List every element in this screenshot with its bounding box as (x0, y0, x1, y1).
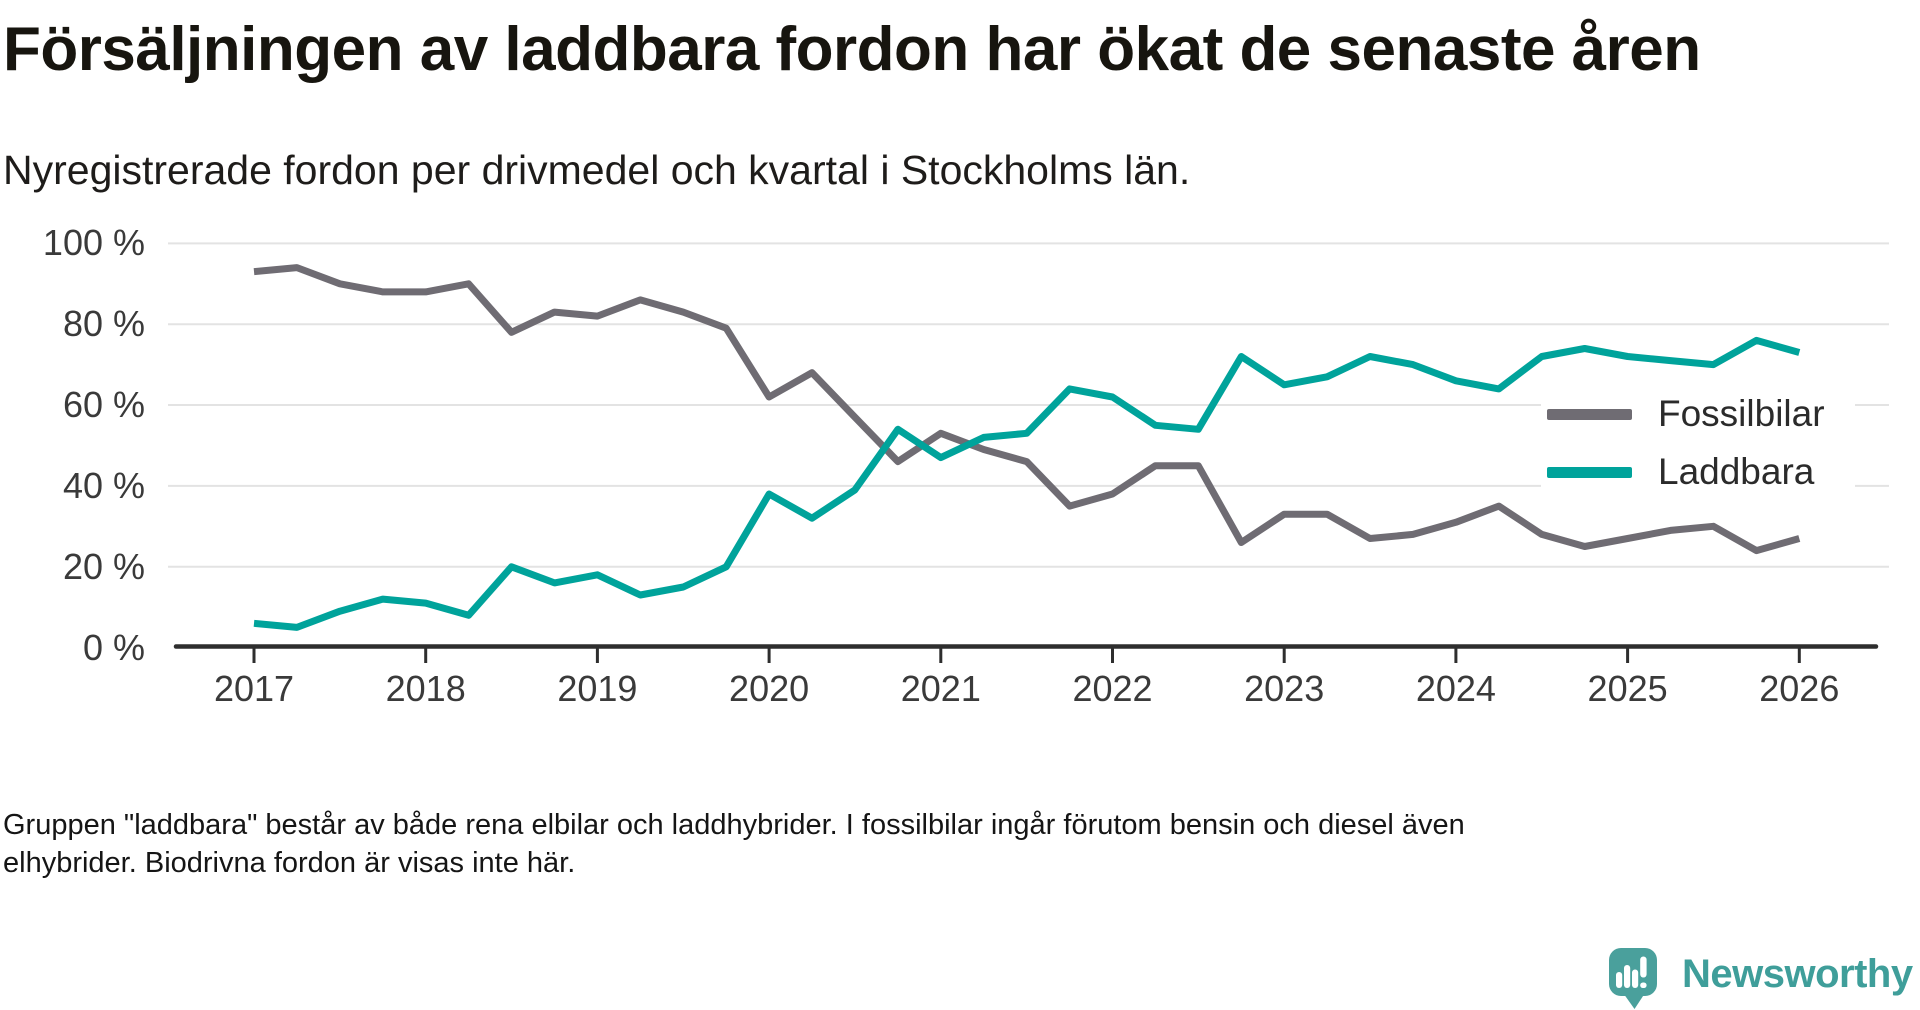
page-subtitle: Nyregistrerade fordon per drivmedel och … (3, 147, 1191, 193)
footnote: Gruppen "laddbara" består av både rena e… (3, 806, 1465, 882)
x-axis-label: 2017 (213, 668, 295, 709)
legend-label: Fossilbilar (1658, 393, 1825, 434)
x-axis-label: 2021 (900, 668, 981, 709)
legend-label: Laddbara (1658, 451, 1815, 492)
brand-name: Newsworthy (1682, 952, 1913, 996)
y-axis-label: 20 % (62, 545, 145, 587)
y-axis-label: 80 % (62, 303, 145, 345)
footnote-line: Gruppen "laddbara" består av både rena e… (3, 809, 1465, 841)
y-axis-label: 60 % (62, 384, 145, 426)
legend-item-laddbara: Laddbara (1547, 450, 1814, 494)
x-axis-label: 2023 (1244, 668, 1325, 709)
x-axis-label: 2024 (1415, 668, 1496, 709)
newsworthy-logo: Newsworthy (1609, 948, 1913, 1010)
x-axis-label: 2025 (1587, 668, 1668, 709)
y-axis-label: 0 % (82, 626, 145, 668)
x-axis-label: 2019 (557, 668, 638, 709)
series-line-laddbara (253, 336, 1801, 631)
x-axis-label: 2026 (1759, 668, 1840, 709)
fossilbilar-swatch-icon (1547, 408, 1632, 420)
series-line-fossilbilar (253, 264, 1801, 555)
legend-item-fossilbilar: Fossilbilar (1547, 392, 1825, 436)
y-axis-label: 100 % (42, 222, 145, 264)
x-axis-label: 2020 (729, 668, 810, 709)
footnote-line: elhybrider. Biodrivna fordon är visas in… (3, 847, 576, 879)
x-axis-label: 2018 (385, 668, 466, 709)
x-axis-label: 2022 (1072, 668, 1153, 709)
y-axis-label: 40 % (62, 464, 145, 506)
chart-legend: Fossilbilar Laddbara (1541, 390, 1855, 514)
laddbara-swatch-icon (1547, 466, 1632, 478)
bar-chart-exclamation-bubble-icon (1609, 948, 1657, 1009)
page-title: Försäljningen av laddbara fordon har öka… (3, 15, 1701, 84)
